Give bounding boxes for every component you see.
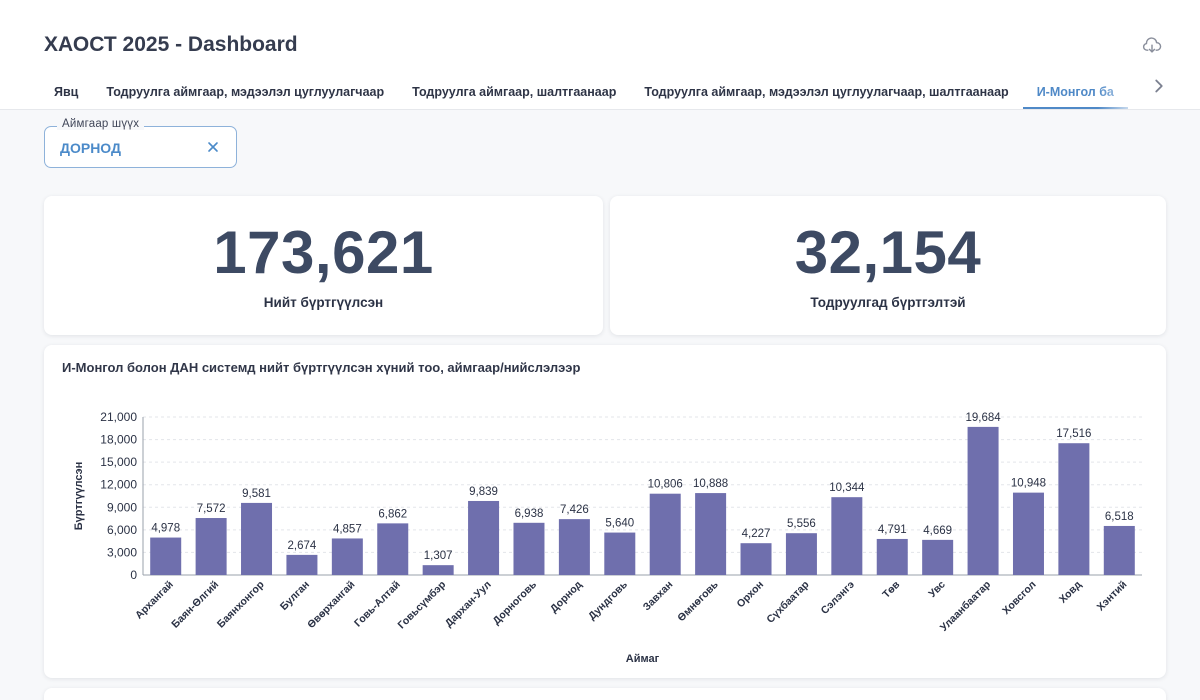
data-label: 10,948 [1011, 478, 1046, 490]
y-tick-label: 21,000 [100, 410, 137, 424]
y-tick-label: 12,000 [100, 478, 137, 492]
data-label: 4,857 [333, 523, 362, 535]
x-tick-label: Баян-Өлгий [169, 579, 221, 631]
bar [195, 518, 227, 575]
close-icon[interactable] [205, 139, 221, 155]
bar [241, 502, 273, 575]
kpi-total-value: 173,621 [213, 219, 434, 286]
data-label: 6,862 [378, 508, 407, 520]
y-tick-label: 0 [130, 568, 137, 582]
bar [649, 493, 681, 575]
cloud-download-icon[interactable] [1142, 36, 1162, 56]
data-label: 7,572 [197, 503, 226, 515]
kpi-clarification-label: Тодруулгад бүртгэлтэй [810, 295, 966, 310]
chart-card: И-Монгол болон ДАН системд нийт бүртгүүл… [44, 345, 1166, 678]
data-label: 10,888 [693, 478, 728, 490]
filter-value: ДОРНОД [60, 140, 121, 156]
tab-progress[interactable]: Явц [54, 85, 79, 99]
x-tick-label: Булган [278, 579, 312, 613]
bar [876, 538, 908, 575]
data-label: 10,806 [648, 479, 683, 491]
bar [1012, 492, 1044, 575]
bar [1103, 525, 1135, 575]
bar [695, 493, 727, 575]
x-tick-label: Дорноговь [490, 578, 539, 627]
bar [831, 497, 863, 575]
header: ХАОСТ 2025 - Dashboard [0, 0, 1200, 110]
tab-e-mongolia[interactable]: И-Монгол ба [1022, 76, 1128, 109]
data-label: 10,344 [829, 482, 865, 494]
x-tick-label: Өвөрхангай [305, 579, 357, 631]
data-label: 5,640 [605, 518, 634, 530]
next-card [44, 688, 1166, 700]
x-tick-label: Завхан [641, 579, 676, 614]
chevron-right-icon[interactable] [1148, 74, 1170, 98]
bar [513, 522, 545, 575]
data-label: 4,978 [151, 523, 180, 535]
data-label: 6,938 [515, 508, 544, 520]
bar [967, 426, 999, 575]
data-label: 6,518 [1105, 511, 1134, 523]
y-tick-label: 6,000 [107, 523, 137, 537]
data-label: 1,307 [424, 550, 453, 562]
x-tick-label: Дархан-Уул [443, 579, 494, 630]
bar [331, 538, 363, 575]
kpi-card-total: 173,621 Нийт бүртгүүлсэн [44, 196, 603, 335]
x-tick-label: Дундговь [586, 578, 630, 622]
bar [558, 519, 590, 575]
x-tick-label: Увс [926, 579, 947, 600]
x-tick-label: Сүхбаатар [764, 579, 811, 626]
x-tick-label: Орхон [734, 579, 766, 611]
bar [740, 543, 772, 575]
filter-label: Аймгаар шүүх [57, 118, 145, 130]
tab-clarification-by-aimag-collector[interactable]: Тодруулга аймгаар, мэдээлэл цуглуулагчаа… [106, 85, 385, 99]
x-tick-label: Хэнтий [1095, 579, 1130, 614]
kpi-total-label: Нийт бүртгүүлсэн [263, 295, 384, 310]
bar [604, 532, 636, 575]
y-tick-label: 9,000 [107, 500, 137, 514]
aimag-filter-select[interactable]: Аймгаар шүүх ДОРНОД [44, 118, 237, 168]
tab-bar: Явц Тодруулга аймгаар, мэдээлэл цуглуулаг… [40, 76, 1140, 109]
y-axis-title: Бүртгүүлсэн [73, 462, 85, 530]
bar [150, 537, 182, 575]
data-label: 19,684 [965, 412, 1001, 424]
x-tick-label: Ховд [1057, 578, 1084, 605]
bar [785, 533, 817, 575]
data-label: 9,581 [242, 488, 271, 500]
data-label: 4,791 [878, 524, 907, 536]
x-tick-label: Баянхонгор [215, 579, 267, 631]
data-label: 4,227 [742, 528, 771, 540]
page-title: ХАОСТ 2025 - Dashboard [44, 33, 298, 56]
x-axis-title: Аймаг [626, 653, 660, 665]
data-label: 5,556 [787, 518, 816, 530]
tab-fade [1098, 76, 1142, 109]
data-label: 17,516 [1056, 428, 1091, 440]
kpi-card-clarification: 32,154 Тодруулгад бүртгэлтэй [610, 196, 1166, 335]
chart-title: И-Монгол болон ДАН системд нийт бүртгүүл… [62, 360, 581, 375]
data-label: 7,426 [560, 504, 589, 516]
y-tick-label: 3,000 [107, 545, 137, 559]
x-tick-label: Сэлэнгэ [819, 578, 857, 616]
data-label: 4,669 [923, 525, 952, 537]
bar [922, 539, 954, 575]
x-tick-label: Дорнод [548, 578, 585, 615]
x-tick-label: Өмнөговь [675, 578, 721, 624]
bar [377, 523, 409, 575]
tab-clarification-by-aimag-reason[interactable]: Тодруулга аймгаар, шалтгаанаар [412, 85, 617, 99]
bar [422, 565, 454, 575]
bar [286, 554, 318, 575]
x-tick-label: Төв [880, 578, 903, 601]
x-tick-label: Архангай [133, 579, 176, 622]
x-tick-label: Говьсүмбэр [396, 579, 449, 632]
tab-clarification-by-aimag-collector-reason[interactable]: Тодруулга аймгаар, мэдээлэл цуглуулагчаа… [644, 85, 1009, 99]
bar [1058, 443, 1090, 575]
x-tick-label: Ховсгол [1000, 579, 1038, 617]
bar [468, 500, 500, 575]
data-label: 2,674 [288, 540, 317, 552]
data-label: 9,839 [469, 486, 498, 498]
kpi-clarification-value: 32,154 [794, 219, 982, 286]
y-tick-label: 18,000 [100, 433, 137, 447]
bar-chart: 0 3,000 6,000 9,000 12,000 15,000 18,000 21,000… [73, 410, 1142, 665]
y-tick-label: 15,000 [100, 455, 137, 469]
